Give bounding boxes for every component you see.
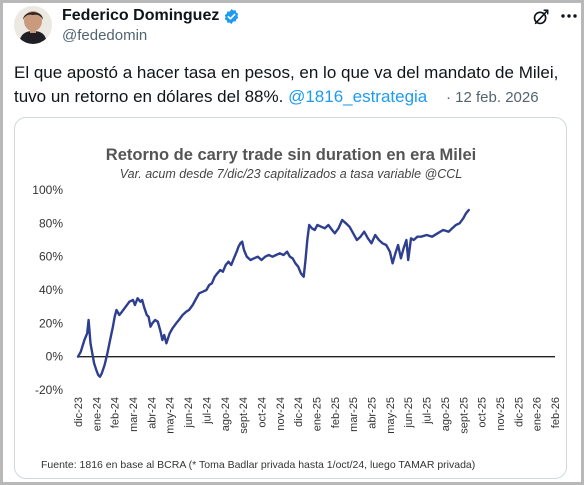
tweet-timestamp[interactable]: · 12 feb. 2026 (446, 89, 539, 106)
x-tick-label: ene-26 (532, 397, 544, 431)
x-tick-label: sept-25 (458, 397, 470, 434)
x-tick-label: dic-23 (73, 397, 85, 427)
author-handle[interactable]: @fededomin (62, 27, 148, 44)
x-tick-label: oct-24 (256, 397, 268, 428)
x-tick-label: oct-25 (477, 397, 489, 428)
x-tick-label: ago-25 (440, 397, 452, 431)
y-tick-label: 0% (46, 350, 64, 364)
author-name[interactable]: Federico Dominguez (62, 7, 220, 24)
y-tick-label: 80% (39, 216, 63, 230)
verified-badge-icon (225, 8, 239, 24)
y-tick-label: 20% (39, 316, 63, 330)
x-tick-label: dic-25 (513, 397, 525, 427)
author-row: Federico Dominguez (62, 7, 240, 25)
mention-link[interactable]: @1816_estrategia (288, 87, 428, 106)
y-tick-label: 40% (39, 283, 63, 297)
x-tick-label: mar-25 (348, 397, 360, 432)
avatar[interactable] (14, 6, 52, 44)
x-tick-label: feb-26 (550, 397, 562, 428)
x-tick-label: jul-25 (422, 397, 434, 425)
x-tick-label: may-25 (385, 397, 397, 434)
avatar-photo (14, 6, 52, 44)
tweet-text: El que apostó a hacer tasa en pesos, en … (14, 61, 572, 110)
x-tick-label: may-24 (165, 397, 177, 434)
chart-title: Retorno de carry trade sin duration en e… (106, 146, 476, 164)
x-tick-label: nov-25 (495, 397, 507, 431)
x-tick-label: ago-24 (220, 397, 232, 431)
series-line (76, 208, 470, 378)
chart-footnote: Fuente: 1816 en base al BCRA (* Toma Bad… (41, 459, 476, 471)
x-tick-label: feb-25 (330, 397, 342, 428)
x-tick-label: sept-24 (238, 397, 250, 434)
x-tick-label: ene-25 (312, 397, 324, 431)
x-tick-label: jun-24 (183, 397, 195, 429)
tweet-body: El que apostó a hacer tasa en pesos, en … (14, 63, 559, 106)
chart-subtitle: Var. acum desde 7/dic/23 capitalizados a… (120, 167, 463, 181)
carry-trade-chart: Retorno de carry trade sin duration en e… (32, 146, 562, 434)
y-tick-label: 60% (39, 250, 63, 264)
x-tick-label: nov-24 (275, 397, 287, 431)
x-tick-label: abr-24 (146, 397, 158, 429)
x-tick-label: abr-25 (367, 397, 379, 429)
y-tick-label: 100% (32, 183, 63, 197)
x-tick-label: dic-24 (293, 397, 305, 427)
chart-image[interactable]: Retorno de carry trade sin duration en e… (14, 117, 567, 479)
x-tick-label: mar-24 (128, 397, 140, 432)
grok-icon[interactable] (532, 8, 550, 26)
more-icon[interactable] (559, 6, 579, 26)
x-tick-label: jun-25 (403, 397, 415, 429)
y-tick-label: -20% (35, 383, 63, 397)
x-tick-label: jul-24 (201, 397, 213, 425)
x-tick-label: ene-24 (91, 397, 103, 431)
x-tick-label: feb-24 (110, 397, 122, 428)
